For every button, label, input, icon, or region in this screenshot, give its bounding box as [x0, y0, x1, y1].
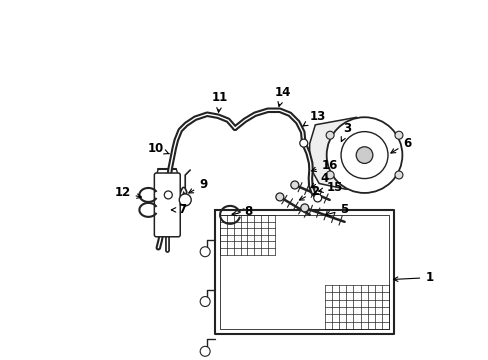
Circle shape: [325, 131, 333, 139]
Circle shape: [355, 147, 372, 163]
Text: 11: 11: [211, 91, 228, 112]
Circle shape: [313, 194, 321, 202]
Text: 14: 14: [274, 86, 290, 107]
Text: 16: 16: [311, 158, 337, 172]
Circle shape: [179, 194, 191, 206]
Circle shape: [290, 181, 298, 189]
Circle shape: [275, 193, 283, 201]
Text: 13: 13: [303, 110, 325, 126]
Circle shape: [200, 346, 210, 356]
Circle shape: [340, 132, 387, 179]
Text: 3: 3: [341, 122, 351, 141]
Text: 5: 5: [325, 203, 348, 216]
Text: 1: 1: [393, 271, 432, 284]
Circle shape: [200, 297, 210, 306]
Text: 7: 7: [171, 203, 186, 216]
Text: 15: 15: [318, 181, 342, 194]
Text: 2: 2: [299, 185, 318, 200]
Circle shape: [299, 139, 307, 147]
Circle shape: [325, 171, 333, 179]
Polygon shape: [309, 117, 367, 189]
Circle shape: [164, 191, 172, 199]
Circle shape: [200, 247, 210, 257]
Circle shape: [394, 171, 402, 179]
Text: 9: 9: [188, 179, 207, 193]
Text: 4: 4: [310, 171, 328, 188]
Text: 8: 8: [232, 205, 252, 219]
Circle shape: [326, 117, 402, 193]
Text: 12: 12: [114, 186, 141, 199]
Circle shape: [300, 204, 308, 212]
Circle shape: [394, 131, 402, 139]
Text: 6: 6: [390, 137, 411, 153]
FancyBboxPatch shape: [154, 173, 180, 237]
Text: 10: 10: [147, 141, 169, 155]
